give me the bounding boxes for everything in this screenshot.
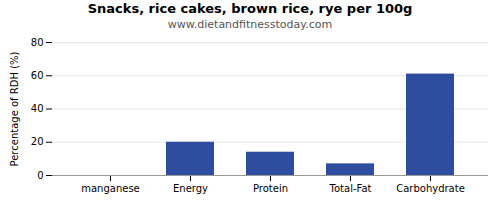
svg-text:40: 40 <box>31 103 44 114</box>
svg-text:80: 80 <box>31 37 44 48</box>
svg-text:Total-Fat: Total-Fat <box>329 183 372 194</box>
svg-text:60: 60 <box>31 70 44 81</box>
svg-text:manganese: manganese <box>81 183 140 194</box>
svg-text:Protein: Protein <box>253 183 288 194</box>
svg-text:Carbohydrate: Carbohydrate <box>396 183 465 194</box>
html-text:Snacks, rice cakes, brown rice: Snacks, rice cakes, brown rice, rye per … <box>87 1 413 16</box>
svg-text:Percentage of RDH (%): Percentage of RDH (%) <box>9 51 20 166</box>
svg-text:Energy: Energy <box>173 183 208 194</box>
svg-text:20: 20 <box>31 136 44 147</box>
html-text:www.dietandfitnesstoday.com: www.dietandfitnesstoday.com <box>167 18 333 31</box>
svg-text:0: 0 <box>37 170 43 181</box>
